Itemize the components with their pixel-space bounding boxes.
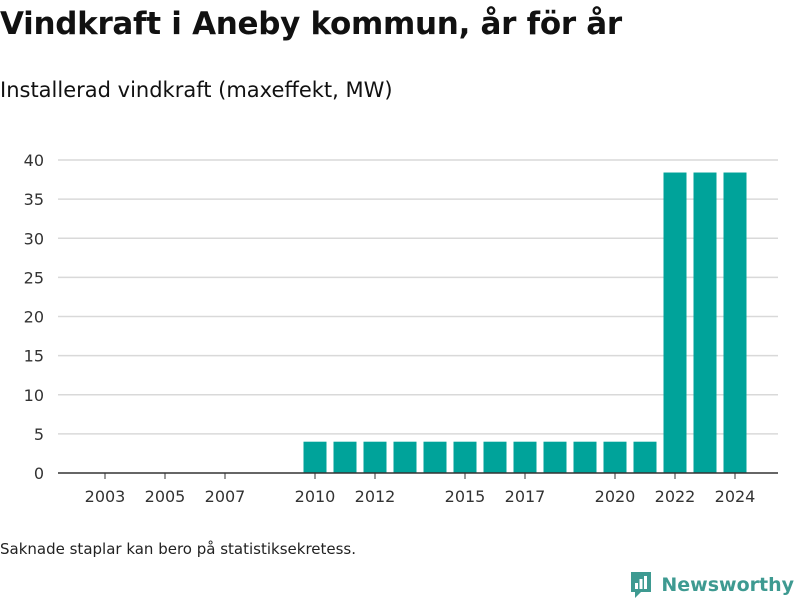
bar-2013: [393, 441, 417, 473]
y-tick-label: 5: [34, 425, 44, 444]
y-tick-label: 20: [24, 308, 44, 327]
bar-2016: [483, 441, 507, 473]
bar-2024: [723, 172, 747, 473]
grid-lines: [58, 159, 778, 435]
bar-2015: [453, 441, 477, 473]
bar-2018: [543, 441, 567, 473]
bar-2012: [363, 441, 387, 473]
footnote: Saknade staplar kan bero på statistiksek…: [0, 540, 357, 558]
x-tick-label: 2015: [445, 487, 486, 506]
newsworthy-logo-icon: [631, 572, 652, 598]
bar-2014: [423, 441, 447, 473]
chart-subtitle: Installerad vindkraft (maxeffekt, MW): [0, 78, 393, 102]
x-axis-ticks: 2003 2005 2007 2010 2012 2015 2017 2020 2022 2024: [85, 473, 756, 506]
x-tick-label: 2017: [505, 487, 546, 506]
bar-2011: [333, 441, 357, 473]
y-tick-label: 15: [24, 347, 44, 366]
bars: [303, 172, 747, 473]
bar-2019: [573, 441, 597, 473]
x-tick-label: 2007: [205, 487, 246, 506]
x-tick-label: 2005: [145, 487, 186, 506]
y-tick-label: 40: [24, 151, 44, 170]
x-tick-label: 2003: [85, 487, 126, 506]
bar-2022: [663, 172, 687, 473]
bar-2020: [603, 441, 627, 473]
x-tick-label: 2012: [355, 487, 396, 506]
x-tick-label: 2010: [295, 487, 336, 506]
y-axis-ticks: 0 5 10 15 20 25 30 35 40: [24, 151, 44, 483]
bar-2021: [633, 441, 657, 473]
bar-2010: [303, 441, 327, 473]
brand-name: Newsworthy: [661, 574, 794, 596]
bar-chart: 0 5 10 15 20 25 30 35 40 2003 2005 2007 2010 2012 201…: [24, 151, 778, 506]
x-tick-label: 2022: [655, 487, 696, 506]
bar-2023: [693, 172, 717, 473]
y-tick-label: 25: [24, 268, 44, 287]
y-tick-label: 35: [24, 190, 44, 209]
chart-title: Vindkraft i Aneby kommun, år för år: [0, 6, 622, 42]
brand-logo[interactable]: Newsworthy: [629, 570, 794, 600]
x-tick-label: 2024: [715, 487, 756, 506]
y-tick-label: 10: [24, 386, 44, 405]
bar-2017: [513, 441, 537, 473]
y-tick-label: 30: [24, 229, 44, 248]
y-tick-label: 0: [34, 464, 44, 483]
x-tick-label: 2020: [595, 487, 636, 506]
